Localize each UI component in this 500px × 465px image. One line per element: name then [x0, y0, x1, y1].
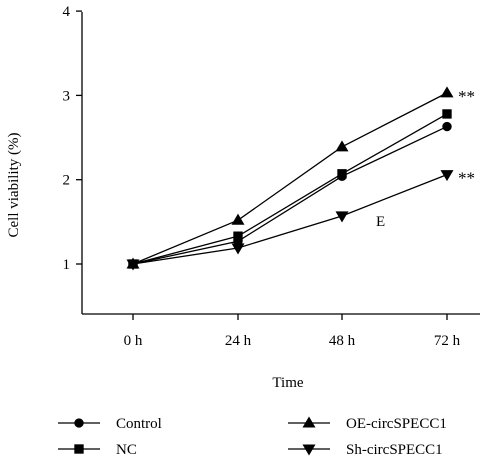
legend-label-nc: NC — [116, 442, 137, 458]
legend-marker-nc — [74, 444, 84, 454]
legend-marker-oe-circspecc1 — [302, 416, 316, 428]
data-point-oe-circspecc1 — [335, 140, 349, 152]
x-tick-label: 48 h — [329, 333, 356, 349]
data-point-sh-circspecc1 — [231, 243, 245, 255]
legend-label-control: Control — [116, 416, 162, 432]
y-tick-label: 2 — [63, 173, 71, 189]
series-markers — [126, 86, 454, 271]
data-point-sh-circspecc1 — [335, 211, 349, 223]
x-tick-label: 72 h — [434, 333, 461, 349]
annotations: ** ** E — [376, 87, 475, 230]
data-point-nc — [442, 109, 452, 119]
y-axis-label: Cell viability (%) — [6, 133, 22, 238]
data-point-control — [442, 121, 452, 132]
significance-annotation: ** — [458, 169, 475, 188]
legend-label-oe-circspecc1: OE-circSPECC1 — [346, 416, 447, 432]
significance-annotation: ** — [458, 87, 475, 106]
series-line-nc — [132, 113, 448, 265]
x-ticks: 0 h 24 h 48 h 72 h — [124, 314, 461, 349]
y-tick-label: 4 — [63, 4, 71, 20]
series-lines — [132, 92, 448, 265]
data-point-nc — [233, 231, 243, 241]
series-line-oe-circspecc1 — [132, 92, 448, 265]
data-point-oe-circspecc1 — [231, 213, 245, 225]
axes — [81, 12, 480, 315]
x-tick-label: 0 h — [124, 333, 143, 349]
y-tick-label: 3 — [63, 88, 71, 104]
data-point-sh-circspecc1 — [126, 259, 140, 271]
y-ticks: 1 2 3 4 — [63, 4, 82, 273]
data-point-oe-circspecc1 — [440, 86, 454, 98]
series-line-sh-circspecc1 — [132, 174, 448, 265]
legend-label-sh-circspecc1: Sh-circSPECC1 — [346, 442, 443, 458]
data-point-nc — [337, 169, 347, 179]
x-tick-label: 24 h — [225, 333, 252, 349]
legend-marker-control — [74, 418, 84, 428]
legend-marker-sh-circspecc1 — [302, 444, 316, 456]
y-tick-label: 1 — [63, 257, 71, 273]
annotation-label: E — [376, 214, 385, 230]
data-point-sh-circspecc1 — [440, 170, 454, 182]
series-line-control — [132, 126, 448, 265]
x-axis-label: Time — [272, 375, 303, 391]
legend: Control NC OE-circSPECC1 Sh-circSPECC1 — [58, 416, 447, 458]
